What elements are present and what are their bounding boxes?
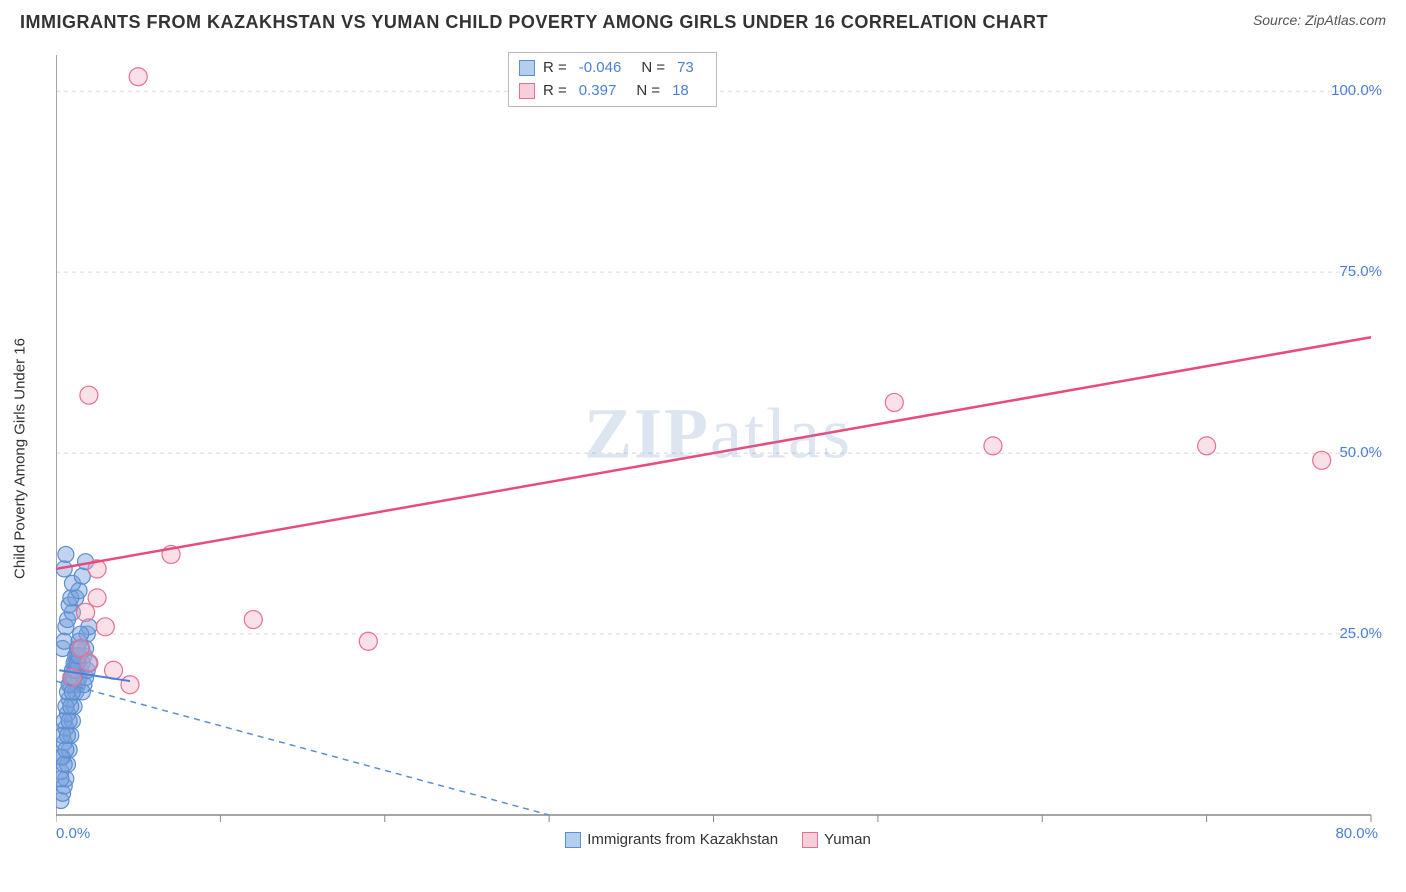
y-tick-label: 75.0%: [1339, 263, 1382, 280]
y-axis-label: Child Poverty Among Girls Under 16: [12, 338, 29, 579]
legend-stat-row: R =0.397N =18: [519, 80, 706, 103]
y-tick-label: 100.0%: [1331, 82, 1382, 99]
legend-stat-row: R =-0.046N =73: [519, 57, 706, 80]
legend-swatch: [565, 832, 581, 848]
legend-label: Immigrants from Kazakhstan: [587, 831, 778, 848]
y-tick-label: 25.0%: [1339, 625, 1382, 642]
legend-swatch: [802, 832, 818, 848]
legend-stats: R =-0.046N =73R =0.397N =18: [508, 52, 717, 107]
legend-label: Yuman: [824, 831, 871, 848]
legend-series: Immigrants from Kazakhstan Yuman: [48, 831, 1388, 848]
legend-item: Yuman: [802, 831, 871, 848]
legend-swatch: [519, 60, 535, 76]
chart-container: Child Poverty Among Girls Under 16 ZIPat…: [48, 50, 1388, 850]
chart-title: IMMIGRANTS FROM KAZAKHSTAN VS YUMAN CHIL…: [20, 12, 1048, 33]
chart-plot: [56, 50, 1386, 850]
legend-item: Immigrants from Kazakhstan: [565, 831, 778, 848]
chart-header: IMMIGRANTS FROM KAZAKHSTAN VS YUMAN CHIL…: [0, 0, 1406, 41]
legend-swatch: [519, 83, 535, 99]
y-tick-label: 50.0%: [1339, 444, 1382, 461]
chart-source: Source: ZipAtlas.com: [1253, 12, 1386, 28]
